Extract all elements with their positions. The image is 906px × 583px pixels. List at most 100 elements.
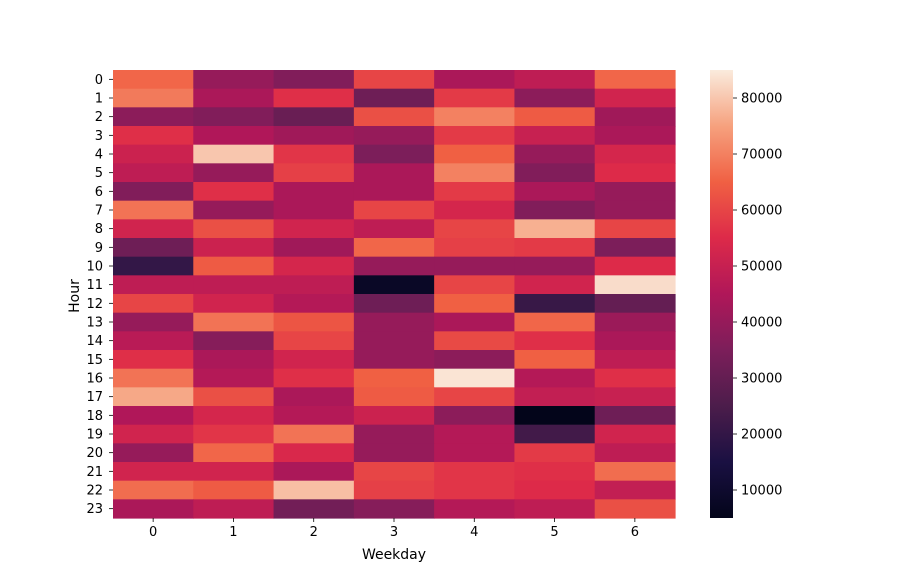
heatmap-cell (273, 144, 355, 164)
y-tick-label: 11 (86, 278, 103, 293)
heatmap-cell (434, 480, 516, 500)
heatmap-cell (514, 88, 596, 108)
heatmap-cell (594, 443, 676, 463)
heatmap-cell (193, 182, 275, 202)
heatmap-cell (594, 163, 676, 183)
heatmap-cell (434, 107, 516, 127)
heatmap-cell (273, 107, 355, 127)
heatmap-cell (514, 275, 596, 295)
heatmap-cell (353, 107, 435, 127)
heatmap-cell (353, 182, 435, 202)
heatmap-cell (514, 406, 596, 426)
heatmap-cell (514, 443, 596, 463)
heatmap-cell (193, 462, 275, 482)
heatmap-cell (514, 480, 596, 500)
heatmap-cell (594, 499, 676, 519)
heatmap-cell (353, 480, 435, 500)
heatmap-cell (353, 200, 435, 220)
heatmap-cell (434, 219, 516, 239)
heatmap-cell (193, 499, 275, 519)
y-tick-label: 22 (86, 484, 103, 499)
y-tick-label: 10 (86, 260, 103, 275)
y-tick-label: 2 (95, 110, 103, 125)
heatmap-cell (353, 144, 435, 164)
y-tick-label: 9 (95, 241, 103, 256)
heatmap-cell (594, 107, 676, 127)
heatmap-cell (193, 443, 275, 463)
y-tick-label: 0 (95, 73, 103, 88)
y-tick-label: 21 (86, 465, 103, 480)
y-tick-label: 3 (95, 129, 103, 144)
heatmap-cell (594, 275, 676, 295)
heatmap-cell (514, 144, 596, 164)
heatmap-cell (514, 163, 596, 183)
heatmap-cell (113, 406, 194, 426)
heatmap-cell (353, 406, 435, 426)
heatmap-cell (594, 312, 676, 332)
y-tick-label: 15 (86, 353, 103, 368)
colorbar-tick-label: 80000 (741, 92, 782, 107)
heatmap-cell (273, 406, 355, 426)
heatmap-cell (514, 107, 596, 127)
x-tick-label: 5 (550, 525, 558, 540)
heatmap-cell (193, 88, 275, 108)
y-tick-label: 16 (86, 372, 103, 387)
heatmap-cell (434, 275, 516, 295)
heatmap-cell (193, 387, 275, 407)
heatmap-cell (434, 424, 516, 444)
heatmap-cell (434, 294, 516, 314)
heatmap-cell (273, 387, 355, 407)
x-axis-title: Weekday (362, 547, 426, 563)
heatmap-cell (113, 480, 194, 500)
heatmap-cell (434, 387, 516, 407)
heatmap-cell (273, 200, 355, 220)
heatmap-cell (273, 312, 355, 332)
heatmap-cell (193, 163, 275, 183)
heatmap-cell (353, 387, 435, 407)
y-tick-label: 8 (95, 222, 103, 237)
heatmap-cell (434, 182, 516, 202)
y-tick-label: 6 (95, 185, 103, 200)
heatmap-cell (113, 368, 194, 388)
heatmap-cell (434, 462, 516, 482)
heatmap-cell (273, 480, 355, 500)
colorbar-tick-label: 40000 (741, 316, 782, 331)
heatmap-cell (594, 256, 676, 276)
heatmap-cell (113, 126, 194, 146)
heatmap-cell (353, 238, 435, 258)
heatmap-cell (434, 443, 516, 463)
heatmap-cell (113, 144, 194, 164)
heatmap-cell (594, 387, 676, 407)
heatmap-cell (273, 424, 355, 444)
heatmap-cell (273, 88, 355, 108)
colorbar-tick-label: 20000 (741, 428, 782, 443)
heatmap-cell (193, 200, 275, 220)
heatmap-cell (113, 424, 194, 444)
heatmap-cell (434, 144, 516, 164)
heatmap-cell (113, 219, 194, 239)
y-tick-label: 7 (95, 204, 103, 219)
x-tick-label: 3 (390, 525, 398, 540)
heatmap-cell (273, 443, 355, 463)
heatmap-cell (434, 499, 516, 519)
heatmap-cell (353, 294, 435, 314)
heatmap-cell (514, 350, 596, 370)
heatmap-cell (113, 107, 194, 127)
heatmap-cell (353, 350, 435, 370)
heatmap-cell (594, 424, 676, 444)
heatmap-cell (594, 70, 676, 90)
heatmap-cell (273, 126, 355, 146)
heatmap-cell (514, 424, 596, 444)
y-tick-label: 13 (86, 316, 103, 331)
heatmap-cell (594, 88, 676, 108)
heatmap-cell (594, 200, 676, 220)
heatmap-cell (514, 182, 596, 202)
heatmap-cell (113, 200, 194, 220)
heatmap-cell (273, 368, 355, 388)
heatmap-cell (514, 256, 596, 276)
y-tick-label: 23 (86, 502, 103, 517)
heatmap-cell (193, 350, 275, 370)
heatmap-cell (273, 331, 355, 351)
heatmap-cell (434, 88, 516, 108)
colorbar-tick-label: 60000 (741, 204, 782, 219)
